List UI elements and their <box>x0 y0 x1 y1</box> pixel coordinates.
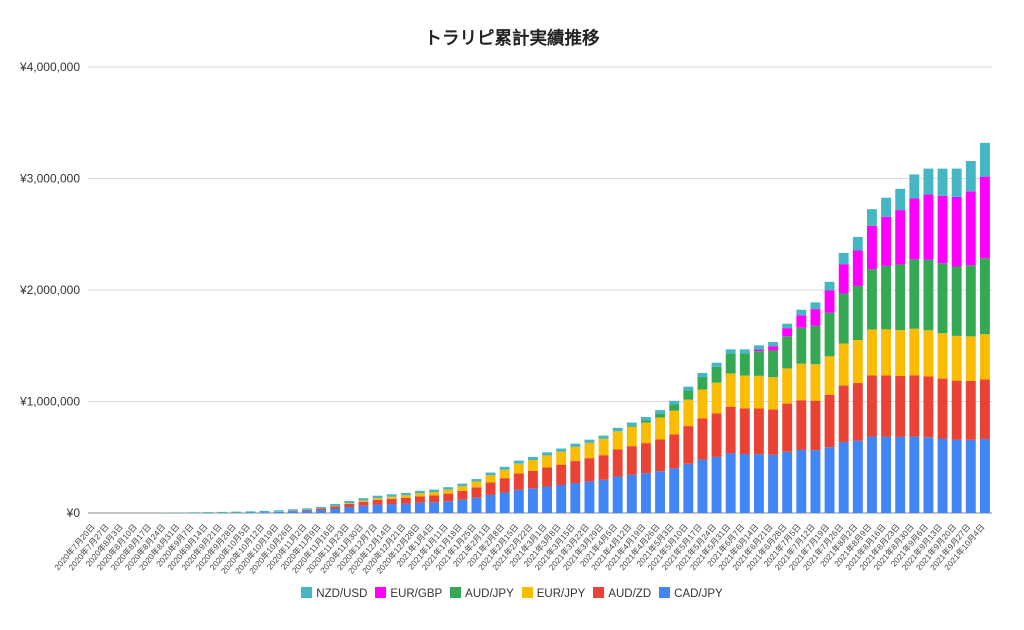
svg-text:¥3,000,000: ¥3,000,000 <box>19 172 80 186</box>
svg-text:¥1,000,000: ¥1,000,000 <box>19 395 80 409</box>
svg-text:¥4,000,000: ¥4,000,000 <box>19 60 80 74</box>
svg-text:¥0: ¥0 <box>66 506 81 520</box>
svg-text:¥2,000,000: ¥2,000,000 <box>19 283 80 297</box>
